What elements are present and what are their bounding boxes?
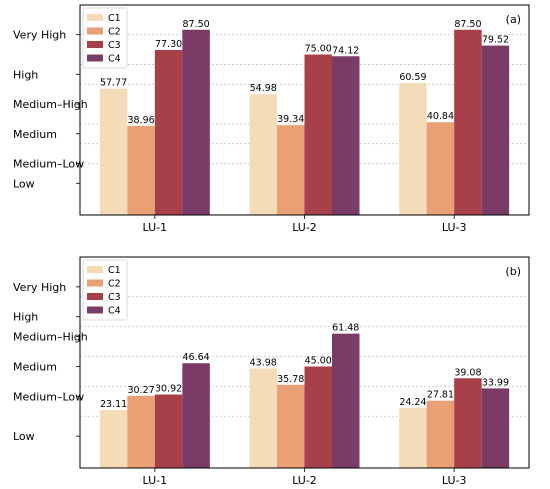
- y-tick-label: Medium–Low: [13, 390, 84, 403]
- legend: C1 C2 C3 C4: [82, 7, 128, 69]
- bar-c2-lu-2: [277, 125, 305, 215]
- bar-c1-lu-3: [399, 83, 427, 215]
- x-tick-label: LU-2: [292, 221, 317, 234]
- legend-box: [82, 7, 128, 69]
- legend-swatch-c3: [87, 293, 103, 300]
- y-tick-label: Very High: [13, 281, 66, 294]
- bar-value-label: 74.12: [332, 45, 359, 56]
- bar-value-label: 39.08: [454, 367, 481, 378]
- panel-label: (a): [506, 13, 521, 26]
- bar-c2-lu-3: [426, 400, 455, 468]
- bar-value-label: 75.00: [305, 44, 332, 55]
- legend-swatch-c3: [87, 41, 103, 48]
- bar-value-label: 38.96: [127, 115, 154, 126]
- bar-c3-lu-1: [154, 49, 183, 216]
- bar-value-label: 45.00: [305, 355, 332, 366]
- legend-swatch-c2: [87, 279, 103, 287]
- y-tick-label: Very High: [13, 29, 66, 42]
- bar-value-label: 60.59: [399, 72, 426, 83]
- bar-c2-lu-1: [127, 125, 155, 215]
- bar-c4-lu-1: [182, 29, 210, 216]
- bar-value-label: 87.50: [454, 19, 481, 30]
- bar-c3-lu-1: [154, 394, 183, 468]
- y-tick-label: Medium–Low: [13, 157, 84, 170]
- legend-swatch-c1: [87, 266, 103, 273]
- bar-c3-lu-2: [304, 54, 332, 215]
- bar-c3-lu-3: [454, 378, 482, 468]
- bar-value-label: 87.50: [182, 19, 209, 30]
- bar-c4-lu-3: [481, 45, 510, 216]
- x-tick-label: LU-1: [143, 221, 168, 234]
- bar-c2-lu-3: [426, 122, 455, 215]
- bar-c2-lu-2: [277, 384, 305, 468]
- y-tick-label: High: [13, 311, 38, 324]
- bar-c4-lu-1: [182, 363, 210, 468]
- bar-c3-lu-2: [304, 366, 332, 468]
- bar-c2-lu-1: [127, 395, 155, 468]
- bar-value-label: 57.77: [100, 78, 127, 89]
- legend-swatch-c4: [87, 306, 103, 314]
- y-tick-label: Medium–High: [13, 331, 88, 344]
- bar-c4-lu-2: [332, 56, 360, 215]
- bar-value-label: 39.34: [277, 114, 304, 125]
- bar-c4-lu-3: [481, 388, 510, 468]
- bar-value-label: 35.78: [277, 374, 304, 385]
- bar-c1-lu-1: [99, 410, 128, 468]
- legend-box: [82, 259, 128, 321]
- y-tick-label: Medium: [13, 128, 57, 141]
- legend-swatch-c4: [87, 54, 103, 62]
- y-tick-label: Low: [13, 177, 35, 190]
- y-tick-label: Medium: [13, 360, 57, 373]
- bar-value-label: 46.64: [182, 352, 209, 363]
- bar-value-label: 40.84: [427, 111, 454, 122]
- bar-value-label: 77.30: [155, 39, 182, 50]
- x-tick-label: LU-1: [143, 474, 168, 487]
- legend-label-c1: C1: [108, 265, 121, 276]
- x-tick-label: LU-2: [292, 474, 317, 487]
- y-tick-label: Medium–High: [13, 98, 88, 111]
- legend-label-c3: C3: [108, 40, 121, 51]
- bar-c4-lu-2: [332, 333, 360, 468]
- bar-value-label: 43.98: [250, 358, 277, 369]
- bar-value-label: 54.98: [250, 83, 277, 94]
- legend-label-c2: C2: [108, 27, 121, 38]
- bar-c1-lu-2: [249, 368, 277, 468]
- bar-value-label: 23.11: [100, 399, 127, 410]
- bar-value-label: 27.81: [427, 390, 454, 401]
- plot-frame: [79, 4, 530, 216]
- bar-c3-lu-3: [454, 29, 482, 216]
- y-tick-label: High: [13, 68, 38, 81]
- legend-swatch-c1: [87, 14, 103, 21]
- x-tick-label: LU-3: [442, 474, 467, 487]
- legend-label-c1: C1: [108, 13, 121, 24]
- legend: C1 C2 C3 C4: [82, 259, 128, 321]
- bar-value-label: 30.27: [127, 385, 154, 396]
- bar-c1-lu-2: [249, 94, 277, 215]
- legend-swatch-c2: [87, 27, 103, 35]
- legend-label-c2: C2: [108, 279, 121, 290]
- bar-c1-lu-3: [399, 407, 427, 468]
- bar-value-label: 61.48: [332, 323, 359, 334]
- x-tick-label: LU-3: [442, 221, 467, 234]
- bar-value-label: 33.99: [482, 377, 509, 388]
- plot-frame: [79, 256, 530, 469]
- legend-label-c4: C4: [108, 54, 121, 65]
- bar-value-label: 79.52: [482, 35, 509, 46]
- panel-label: (b): [505, 265, 521, 278]
- y-tick-label: Low: [13, 430, 35, 443]
- legend-label-c4: C4: [108, 306, 121, 317]
- legend-label-c3: C3: [108, 292, 121, 303]
- bar-value-label: 30.92: [155, 384, 182, 395]
- bar-value-label: 24.24: [399, 397, 426, 408]
- bar-c1-lu-1: [99, 88, 128, 215]
